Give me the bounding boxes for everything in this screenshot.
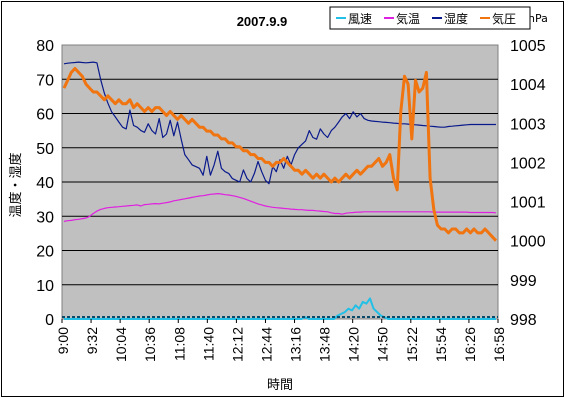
x-tick-label: 12:44 — [258, 327, 274, 362]
left-tick-label: 60 — [36, 107, 54, 124]
right-tick-label: 1001 — [510, 195, 546, 212]
left-tick-label: 70 — [36, 72, 54, 89]
x-tick-label: 10:04 — [113, 327, 129, 362]
y2-axis-label: hPa — [528, 12, 548, 25]
x-tick-label: 13:48 — [317, 327, 333, 362]
x-tick-label: 16:58 — [491, 327, 507, 362]
y-axis-label: 温度・湿度 — [8, 152, 24, 217]
legend-label: 湿度 — [444, 11, 468, 26]
series-line-0 — [64, 297, 496, 320]
right-tick-label: 1004 — [510, 77, 546, 94]
legend-label: 気温 — [396, 11, 420, 26]
x-tick-label: 11:40 — [200, 327, 216, 361]
left-tick-label: 10 — [36, 278, 54, 295]
right-axis: 998 999 1000 1001 1002 1003 1004 1005 — [510, 38, 546, 329]
series-layer — [62, 61, 498, 320]
x-tick-label: 11:08 — [171, 327, 187, 361]
x-tick-label: 9:00 — [55, 327, 71, 354]
x-tick-label: 10:36 — [142, 327, 158, 362]
left-axis: 0 10 20 30 40 50 60 70 80 — [36, 38, 54, 329]
right-tick-label: 1005 — [510, 38, 546, 55]
x-tick-label: 14:50 — [375, 327, 391, 362]
right-tick-label: 1003 — [510, 116, 546, 133]
series-line-2 — [63, 61, 496, 185]
left-tick-label: 80 — [36, 38, 54, 55]
x-tick-label: 15:22 — [404, 327, 420, 362]
x-tick-label: 16:26 — [462, 327, 478, 362]
left-tick-label: 0 — [45, 312, 54, 329]
left-tick-label: 20 — [36, 244, 54, 261]
x-tick-label: 12:12 — [229, 327, 245, 362]
series-line-3 — [62, 67, 498, 242]
x-tick-label: 9:32 — [84, 327, 100, 354]
legend-label: 風速 — [348, 12, 372, 26]
left-tick-label: 40 — [36, 175, 54, 192]
series-line-1 — [63, 193, 497, 222]
x-axis: 9:00 9:32 10:04 10:36 11:08 11:40 12:12 12:44 13… — [55, 319, 507, 362]
left-tick-label: 50 — [36, 141, 54, 158]
legend-label: 気圧 — [492, 11, 516, 26]
right-tick-label: 1002 — [510, 155, 546, 172]
legend-box — [329, 6, 531, 30]
right-tick-label: 998 — [510, 312, 537, 329]
right-tick-label: 1000 — [510, 234, 546, 251]
x-tick-label: 14:20 — [346, 327, 362, 362]
right-tick-label: 999 — [510, 273, 537, 290]
left-tick-label: 30 — [36, 209, 54, 226]
x-tick-label: 15:54 — [433, 327, 449, 362]
x-axis-label: 時間 — [267, 378, 293, 393]
chart-title: 2007.9.9 — [237, 14, 288, 29]
x-tick-label: 13:16 — [288, 327, 304, 362]
legend: 風速 気温 湿度 気圧 — [329, 6, 531, 30]
